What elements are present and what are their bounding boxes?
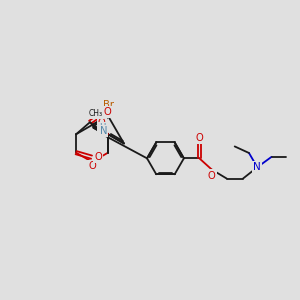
Text: O: O [208, 171, 216, 181]
Text: O: O [196, 133, 203, 143]
Text: O: O [98, 118, 106, 128]
Text: O: O [94, 152, 102, 162]
Text: H: H [99, 123, 105, 132]
Text: Br: Br [103, 100, 113, 110]
Text: N: N [100, 126, 107, 136]
Text: O: O [88, 161, 96, 171]
Text: O: O [104, 107, 112, 117]
Text: N: N [254, 162, 261, 172]
Text: CH₃: CH₃ [89, 109, 103, 118]
